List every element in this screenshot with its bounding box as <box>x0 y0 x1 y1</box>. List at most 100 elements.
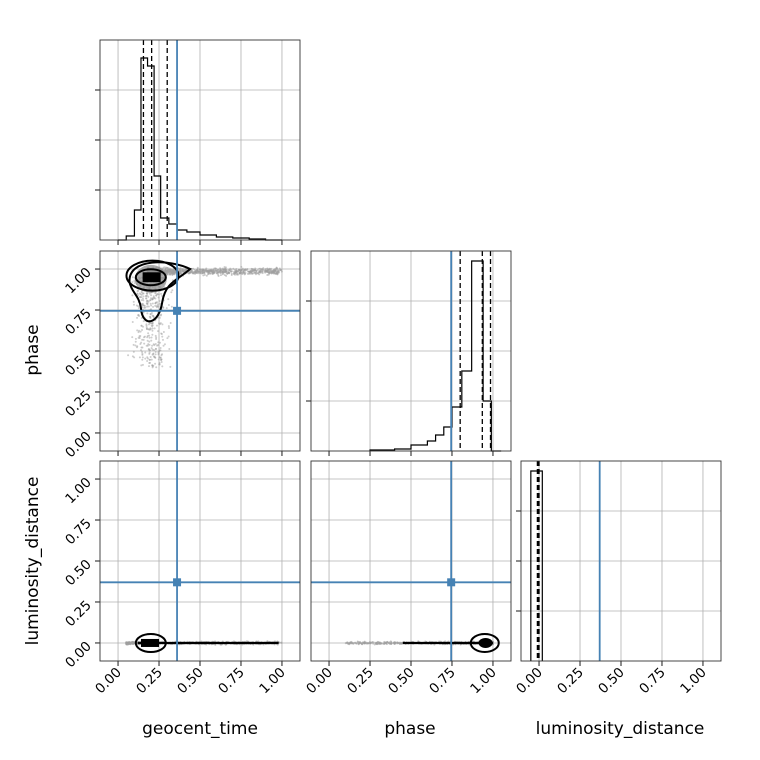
tick-label-x-geocent_time: 0.50 <box>174 665 207 698</box>
scatter-point <box>137 307 140 310</box>
scatter-point <box>146 335 149 338</box>
scatter-point <box>384 642 387 645</box>
scatter-point <box>237 273 240 276</box>
scatter-point <box>271 270 274 273</box>
tick-label-x-luminosity_distance: 1.00 <box>677 665 710 698</box>
scatter-point <box>170 305 173 308</box>
scatter-point <box>142 295 145 298</box>
scatter-point <box>363 642 366 645</box>
tick-label-y-phase: 1.00 <box>62 265 95 298</box>
scatter-point <box>206 271 209 274</box>
scatter-point <box>278 641 281 644</box>
scatter-point <box>146 360 149 363</box>
scatter-point <box>201 271 204 274</box>
scatter-point <box>131 336 134 339</box>
scatter-point <box>159 356 162 359</box>
scatter-point <box>154 297 157 300</box>
scatter-point <box>376 640 379 643</box>
scatter-point <box>214 643 217 646</box>
scatter-point <box>150 347 153 350</box>
scatter-point <box>151 325 154 328</box>
scatter-point <box>132 642 135 645</box>
scatter-point <box>151 298 154 301</box>
scatter-point <box>194 272 197 275</box>
scatter-point <box>244 271 247 274</box>
scatter-point <box>151 344 154 347</box>
scatter-point <box>203 273 206 276</box>
scatter-point <box>131 355 134 358</box>
scatter-point <box>167 269 170 272</box>
scatter-point <box>127 354 130 357</box>
scatter-point <box>201 268 204 271</box>
scatter-point <box>397 641 400 644</box>
scatter-point <box>159 302 162 305</box>
scatter-point <box>157 343 160 346</box>
tick-label-x-geocent_time: 0.25 <box>133 665 166 698</box>
scatter-point <box>152 352 155 355</box>
scatter-point <box>211 272 214 275</box>
scatter-point <box>156 293 159 296</box>
scatter-point <box>205 274 208 277</box>
scatter-point <box>152 343 155 346</box>
scatter-point <box>138 314 141 317</box>
scatter-point <box>230 273 233 276</box>
scatter-point <box>163 268 166 271</box>
scatter-point <box>149 302 152 305</box>
scatter-point <box>141 356 144 359</box>
scatter-point <box>390 642 393 645</box>
scatter-point <box>349 642 352 645</box>
panel-2d-phase-geocent-time-frame <box>99 250 301 452</box>
scatter-point <box>368 640 371 643</box>
scatter-point <box>172 269 175 272</box>
scatter-point <box>170 291 173 294</box>
contour-outer <box>469 632 500 653</box>
scatter-point <box>128 641 131 644</box>
scatter-point <box>148 340 151 343</box>
scatter-point <box>138 356 141 359</box>
tick-label-x-phase: 1.00 <box>467 665 500 698</box>
scatter-point <box>146 312 149 315</box>
scatter-point <box>169 322 172 325</box>
truth-point <box>173 578 182 587</box>
scatter-point <box>155 336 158 339</box>
scatter-point <box>192 272 195 275</box>
scatter-point <box>153 327 156 330</box>
scatter-point <box>155 324 158 327</box>
tick-label-x-luminosity_distance: 0.25 <box>554 665 587 698</box>
scatter-point <box>280 270 283 273</box>
tick-label-x-phase: 0.75 <box>426 665 459 698</box>
scatter-point <box>228 269 231 272</box>
scatter-point <box>155 366 158 369</box>
scatter-point <box>155 337 158 340</box>
scatter-point <box>269 270 272 273</box>
scatter-point <box>268 268 271 271</box>
scatter-point <box>134 340 137 343</box>
scatter-point <box>169 365 172 368</box>
scatter-point <box>154 350 157 353</box>
scatter-point <box>266 268 269 271</box>
scatter-point <box>150 308 153 311</box>
scatter-point <box>247 270 250 273</box>
scatter-point <box>381 642 384 645</box>
scatter-point <box>132 343 135 346</box>
density-peak <box>142 272 161 283</box>
scatter-point <box>152 316 155 319</box>
scatter-point <box>209 272 212 275</box>
scatter-point <box>163 343 166 346</box>
scatter-point <box>157 330 160 333</box>
xlabel-luminosity-distance: luminosity_distance <box>536 719 705 739</box>
scatter-point <box>155 306 158 309</box>
scatter-point <box>266 274 269 277</box>
tick-label-x-phase: 0.25 <box>344 665 377 698</box>
scatter-point <box>158 300 161 303</box>
scatter-point <box>132 300 135 303</box>
scatter-point <box>157 296 160 299</box>
scatter-point <box>159 346 162 349</box>
scatter-point <box>398 642 401 645</box>
scatter-point <box>159 341 162 344</box>
scatter-point <box>218 270 221 273</box>
scatter-point <box>137 294 140 297</box>
scatter-point <box>221 270 224 273</box>
scatter-point <box>240 265 243 268</box>
scatter-point <box>141 346 144 349</box>
